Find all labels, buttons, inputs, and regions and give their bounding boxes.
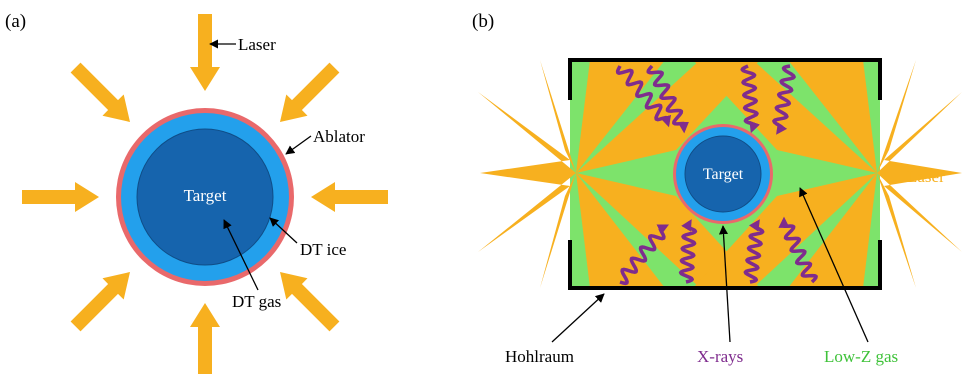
- target-label-a: Target: [184, 186, 227, 205]
- laser-star-right: [877, 92, 962, 252]
- wavy-arrow-icon: [778, 216, 818, 284]
- x-rays-label: X-rays: [697, 347, 743, 366]
- dt-gas-leader-line: [223, 219, 259, 291]
- hohlraum-leader-line: [551, 293, 605, 343]
- panel-b-label: (b): [472, 11, 494, 32]
- panel-a-label: (a): [5, 11, 26, 32]
- laser-label-a: Laser: [238, 35, 276, 54]
- laser-label-b: Laser: [907, 167, 945, 186]
- xrays-leader-line: [718, 225, 731, 343]
- laser-arrow-icon: [22, 182, 99, 212]
- laser-star-right-top: [877, 60, 916, 173]
- low-z-gas-label: Low-Z gas: [824, 347, 898, 366]
- wavy-arrow-icon: [619, 224, 670, 286]
- dt-gas-label: DT gas: [232, 292, 281, 311]
- hohlraum-label: Hohlraum: [505, 347, 574, 366]
- laser-arrow-icon: [190, 14, 220, 91]
- dt-gas-core-b: [684, 135, 762, 213]
- wavy-arrow-icon: [646, 64, 689, 134]
- panel-b: (b) Target: [472, 11, 962, 366]
- laser-beam-right-lower-wide: [693, 173, 877, 288]
- dt-ice-leader-line: [269, 217, 298, 244]
- xray-arrows: [615, 64, 818, 286]
- laser-arrows: [22, 14, 388, 374]
- laser-arrow-icon: [70, 62, 130, 122]
- laser-arrow-icon: [280, 62, 340, 122]
- laser-star-right-bottom: [877, 173, 916, 288]
- hohlraum-wall-bottom: [568, 240, 882, 290]
- laser-star-left-bottom: [540, 173, 576, 288]
- dt-ice-label: DT ice: [300, 240, 346, 259]
- laser-star-left-top: [540, 60, 576, 173]
- laser-arrow-icon: [70, 272, 130, 332]
- wavy-arrow-icon: [740, 64, 760, 134]
- laser-arrow-icon: [311, 182, 388, 212]
- wavy-arrow-icon: [678, 219, 698, 284]
- laser-beam-right-lower: [788, 173, 877, 288]
- low-z-gas-leader-line: [799, 187, 869, 343]
- ablator-leader-line: [285, 135, 312, 155]
- laser-arrow-icon: [190, 303, 220, 374]
- target-label-b: Target: [703, 166, 744, 183]
- laser-beam-left-upper: [576, 60, 665, 173]
- dt-gas-core: [136, 128, 274, 266]
- hohlraum-wall-top: [568, 58, 882, 100]
- laser-beam-right-upper: [788, 60, 877, 173]
- panel-a: (a) Target Laser Ablator DT ice DT gas: [5, 11, 388, 374]
- wavy-arrow-icon: [743, 219, 765, 284]
- laser-star-left: [478, 92, 576, 252]
- wavy-arrow-icon: [772, 64, 796, 135]
- ablator-label: Ablator: [313, 127, 365, 146]
- laser-arrow-icon: [280, 272, 340, 332]
- wavy-arrow-icon: [615, 65, 672, 128]
